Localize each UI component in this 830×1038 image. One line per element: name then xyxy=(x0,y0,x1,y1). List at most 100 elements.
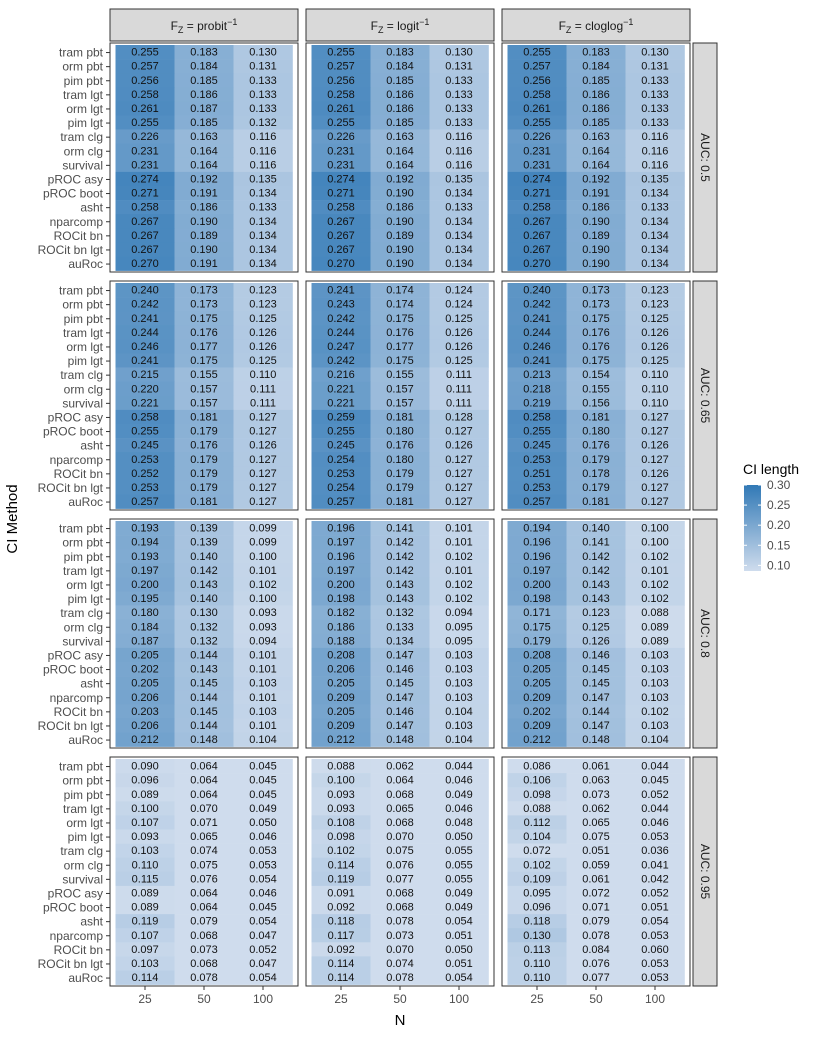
heatmap-cell xyxy=(370,353,430,368)
heatmap-cell xyxy=(115,690,175,705)
heatmap-cell xyxy=(233,871,293,887)
cell-value-label: 0.099 xyxy=(249,537,277,549)
cell-value-label: 0.267 xyxy=(131,244,159,256)
heatmap-cell xyxy=(625,452,685,467)
heatmap-cell xyxy=(311,829,371,844)
heatmap-cell xyxy=(115,228,175,243)
heatmap-cell xyxy=(566,283,626,298)
heatmap-cell xyxy=(507,214,567,229)
cell-value-label: 0.053 xyxy=(641,972,669,984)
heatmap-cell xyxy=(311,256,371,271)
heatmap-cell xyxy=(507,704,567,719)
heatmap-cell xyxy=(115,171,175,187)
cell-value-label: 0.126 xyxy=(641,341,669,353)
y-tick-label: ROCit bn xyxy=(54,943,103,957)
cell-value-label: 0.127 xyxy=(641,496,669,508)
cell-value-label: 0.192 xyxy=(190,173,218,185)
cell-value-label: 0.185 xyxy=(386,117,414,129)
panel-border xyxy=(109,518,299,749)
heatmap-cell xyxy=(174,466,234,481)
heatmap-cell xyxy=(507,662,567,677)
cell-value-label: 0.133 xyxy=(445,202,473,214)
y-tick-label: pROC boot xyxy=(43,187,104,201)
cell-value-label: 0.044 xyxy=(641,803,669,815)
y-tick-label: nparcomp xyxy=(50,691,104,705)
cell-value-label: 0.258 xyxy=(131,202,159,214)
cell-value-label: 0.110 xyxy=(132,859,159,871)
heatmap-cell xyxy=(115,381,175,397)
cell-value-label: 0.197 xyxy=(131,565,159,577)
cell-value-label: 0.133 xyxy=(445,89,473,101)
cell-value-label: 0.103 xyxy=(445,692,473,704)
heatmap-cell xyxy=(370,787,430,802)
cell-value-label: 0.274 xyxy=(327,173,355,185)
cell-value-label: 0.110 xyxy=(642,397,669,409)
heatmap-cell xyxy=(233,59,293,74)
strip-label-part: −1 xyxy=(419,17,429,27)
y-tick-label: asht xyxy=(80,439,103,453)
heatmap-cell xyxy=(507,157,567,173)
heatmap-cell xyxy=(233,843,293,858)
cell-value-label: 0.174 xyxy=(386,299,414,311)
cell-value-label: 0.174 xyxy=(386,285,414,297)
heatmap-cell xyxy=(507,311,567,326)
heatmap-cell xyxy=(233,424,293,439)
heatmap-cell xyxy=(115,339,175,354)
cell-value-label: 0.145 xyxy=(386,678,414,690)
y-tick-label: pim lgt xyxy=(68,354,104,368)
cell-value-label: 0.102 xyxy=(641,579,669,591)
cell-value-label: 0.244 xyxy=(327,327,355,339)
heatmap-cell xyxy=(429,591,489,606)
cell-value-label: 0.175 xyxy=(386,355,414,367)
cell-value-label: 0.206 xyxy=(131,692,159,704)
cell-value-label: 0.133 xyxy=(641,75,669,87)
cell-value-label: 0.127 xyxy=(445,482,473,494)
cell-value-label: 0.185 xyxy=(582,117,610,129)
cell-value-label: 0.143 xyxy=(190,579,218,591)
heatmap-cell xyxy=(370,438,430,453)
heatmap-cell xyxy=(174,59,234,74)
cell-value-label: 0.171 xyxy=(523,607,551,619)
y-tick-label: orm clg xyxy=(64,620,103,634)
cell-value-label: 0.179 xyxy=(190,454,218,466)
heatmap-cell xyxy=(311,857,371,873)
heatmap-cell xyxy=(566,942,626,957)
strip-label-part: F xyxy=(171,19,178,33)
y-tick-label: orm pbt xyxy=(62,536,103,550)
heatmap-cell xyxy=(566,605,626,620)
cell-value-label: 0.157 xyxy=(190,383,218,395)
cell-value-label: 0.139 xyxy=(190,523,218,535)
x-tick-label: 50 xyxy=(393,992,407,1006)
cell-value-label: 0.252 xyxy=(131,468,159,480)
heatmap-cell xyxy=(566,256,626,271)
cell-value-label: 0.213 xyxy=(523,369,551,381)
cell-value-label: 0.091 xyxy=(327,887,355,899)
heatmap-cell xyxy=(566,591,626,606)
strip-label-part: F xyxy=(371,19,378,33)
cell-value-label: 0.253 xyxy=(131,482,159,494)
heatmap-cell xyxy=(566,619,626,635)
cell-value-label: 0.200 xyxy=(523,579,551,591)
y-axis-title: CI Method xyxy=(4,484,21,553)
heatmap-cell xyxy=(370,242,430,257)
cell-value-label: 0.055 xyxy=(445,859,473,871)
cell-value-label: 0.143 xyxy=(190,664,218,676)
cell-value-label: 0.270 xyxy=(523,258,551,270)
cell-value-label: 0.045 xyxy=(641,775,669,787)
heatmap-cell xyxy=(115,857,175,873)
heatmap-cell xyxy=(625,200,685,215)
heatmap-cell xyxy=(115,157,175,173)
cell-value-label: 0.130 xyxy=(641,47,669,59)
cell-value-label: 0.176 xyxy=(582,341,610,353)
heatmap-cell xyxy=(174,395,234,411)
heatmap-cell xyxy=(507,409,567,425)
cell-value-label: 0.133 xyxy=(445,103,473,115)
cell-value-label: 0.147 xyxy=(386,692,414,704)
heatmap-cell xyxy=(507,857,567,873)
cell-value-label: 0.202 xyxy=(131,664,159,676)
heatmap-cell xyxy=(233,928,293,943)
cell-value-label: 0.086 xyxy=(523,761,551,773)
cell-value-label: 0.101 xyxy=(641,565,669,577)
heatmap-cell xyxy=(507,143,567,159)
